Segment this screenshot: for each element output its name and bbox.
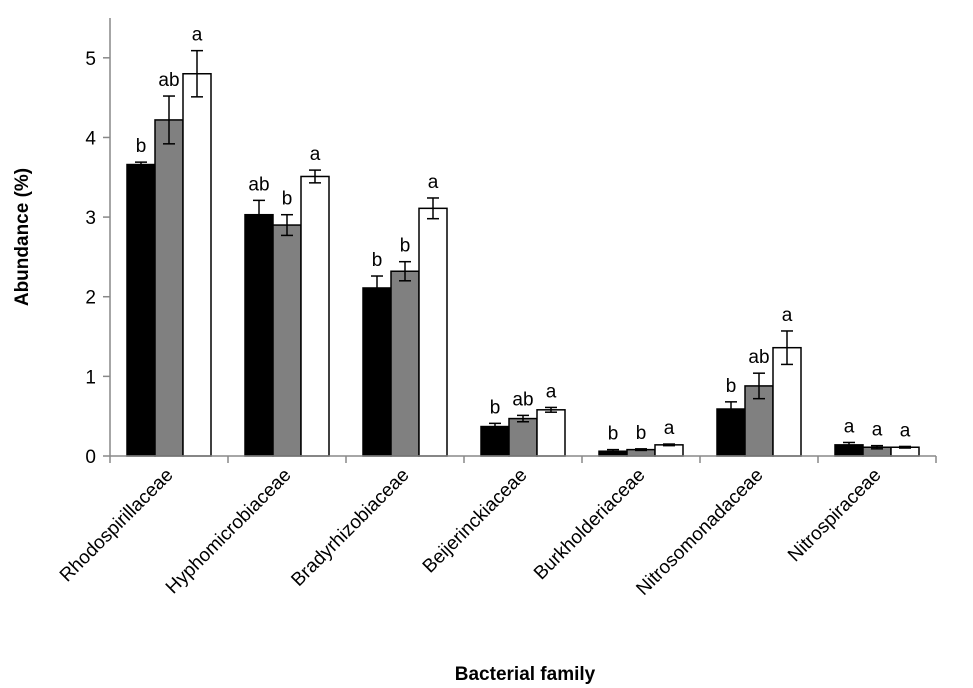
category-label: Burkholderiaceae	[530, 465, 649, 584]
category-label: Nitrosomonadaceae	[632, 465, 767, 600]
error-bar	[489, 422, 501, 431]
error-bars	[135, 49, 911, 454]
y-tick-label: 2	[85, 288, 96, 309]
category-label: Nitrospiraceae	[784, 465, 885, 566]
bar	[362, 287, 392, 457]
bar	[418, 207, 448, 457]
bar	[480, 425, 510, 457]
significance-label: b	[490, 397, 501, 418]
error-bar	[545, 406, 557, 413]
y-axis-title: Abundance (%)	[12, 168, 33, 306]
significance-label: b	[282, 189, 293, 210]
category-label: Hyphomicrobiaceae	[162, 465, 296, 599]
bar	[654, 444, 684, 457]
significance-label: ab	[748, 347, 769, 368]
error-bar	[843, 441, 855, 448]
error-bar	[135, 161, 147, 168]
category-labels: RhodospirillaceaeHyphomicrobiaceaeBradyr…	[56, 465, 886, 600]
error-bar	[281, 213, 293, 237]
y-tick-label: 3	[85, 208, 96, 229]
error-bar	[607, 448, 619, 454]
significance-label: a	[428, 172, 439, 193]
significance-label: ab	[158, 70, 179, 91]
bar	[154, 119, 184, 457]
bar	[772, 346, 802, 457]
significance-label: ab	[248, 174, 269, 195]
bar	[390, 270, 420, 457]
error-bar	[663, 443, 675, 447]
error-bar	[871, 444, 883, 450]
significance-label: b	[636, 423, 647, 444]
error-bar	[371, 275, 383, 301]
significance-label: b	[608, 424, 619, 445]
error-bar	[399, 260, 411, 282]
x-axis-ticks	[109, 456, 937, 463]
x-axis-title: Bacterial family	[455, 664, 596, 685]
error-bar	[191, 49, 203, 98]
significance-label: b	[726, 376, 737, 397]
significance-label: ab	[512, 389, 533, 410]
bar	[182, 72, 212, 457]
significance-label: a	[664, 418, 675, 439]
category-label: Rhodospirillaceae	[56, 465, 178, 587]
bar	[300, 175, 330, 457]
significance-label: a	[310, 144, 321, 165]
bar	[126, 163, 156, 457]
significance-label: a	[900, 420, 911, 441]
error-bar	[635, 448, 647, 452]
error-bar	[517, 414, 529, 423]
significance-label: a	[782, 305, 793, 326]
bar	[536, 409, 566, 457]
significance-label: b	[136, 136, 147, 157]
significance-label: a	[546, 381, 557, 402]
y-tick-label: 4	[85, 128, 96, 149]
error-bar	[753, 372, 765, 400]
y-tick-label: 5	[85, 49, 96, 70]
error-bar	[781, 330, 793, 366]
category-label: Beijerinckiaceae	[419, 465, 532, 578]
error-bar	[899, 445, 911, 449]
error-bar	[725, 401, 737, 417]
error-bar	[163, 95, 175, 145]
bar	[272, 224, 302, 457]
error-bar	[253, 199, 265, 230]
y-axis-ticks: 0 1 2 3 4 5	[85, 49, 110, 468]
significance-label: a	[844, 416, 855, 437]
error-bar	[309, 169, 321, 184]
significance-label: a	[192, 25, 203, 46]
significance-label: b	[400, 236, 411, 257]
category-label: Bradyrhizobiaceae	[287, 465, 413, 591]
y-tick-label: 0	[85, 447, 96, 468]
significance-label: a	[872, 420, 883, 441]
significance-label: b	[372, 250, 383, 271]
bar	[508, 417, 538, 457]
bar	[244, 213, 274, 457]
y-tick-label: 1	[85, 367, 96, 388]
error-bar	[427, 197, 439, 220]
